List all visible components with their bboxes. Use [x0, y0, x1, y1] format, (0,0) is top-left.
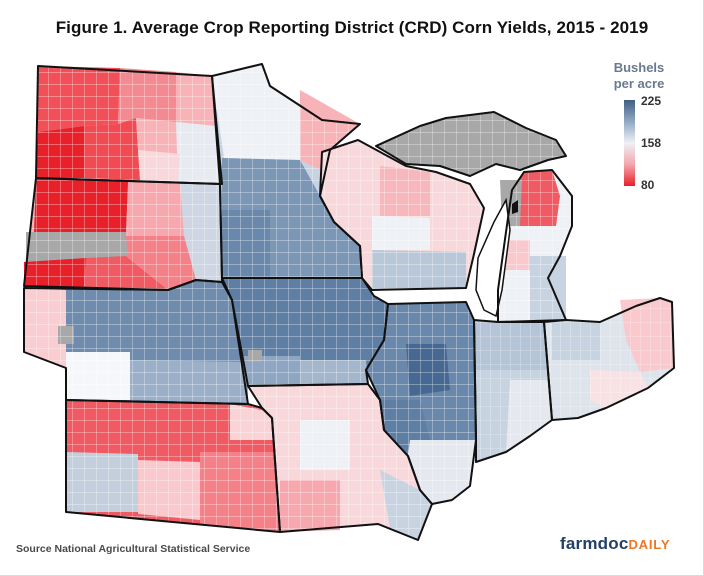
legend-max-label: 225: [641, 94, 662, 108]
state-nebraska: [24, 280, 248, 404]
farmdoc-daily-logo: farmdocDAILY: [560, 534, 670, 554]
legend-title-line1: Bushels: [613, 60, 665, 75]
state-kansas: [66, 400, 280, 532]
state-indiana: [474, 320, 552, 462]
legend-title-line2: per acre: [613, 76, 665, 91]
legend-min-label: 80: [641, 178, 655, 192]
source-note: Source National Agricultural Statistical…: [16, 543, 251, 555]
state-south-dakota: [24, 178, 222, 290]
state-borders: [23, 63, 675, 541]
logo-part-farmdoc: farmdoc: [560, 534, 629, 553]
state-michigan-upper: [376, 112, 566, 176]
figure-title: Figure 1. Average Crop Reporting Distric…: [55, 18, 649, 37]
state-missouri: [248, 384, 432, 540]
state-north-dakota: [36, 66, 222, 184]
state-iowa: [222, 278, 388, 386]
logo-part-daily: DAILY: [628, 537, 671, 552]
legend-mid-label: 158: [641, 136, 662, 150]
island-mark: [512, 200, 518, 214]
state-michigan-lower: [498, 170, 572, 322]
legend-title: Bushels per acre: [606, 60, 672, 92]
legend-color-scale: [624, 100, 635, 186]
lake-superior-edge: [392, 102, 530, 120]
state-minnesota: [212, 64, 362, 278]
lake-michigan: [475, 197, 511, 318]
state-ohio: [544, 298, 674, 420]
